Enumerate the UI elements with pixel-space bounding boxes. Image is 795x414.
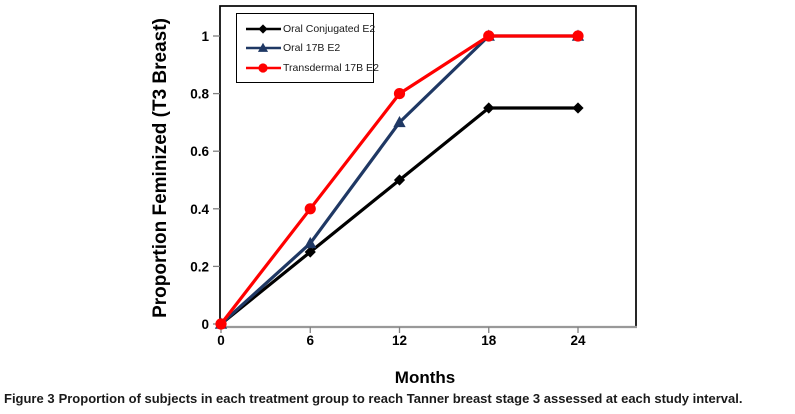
marker-triangle: [393, 115, 406, 128]
legend-item: Transdermal 17B E2: [245, 61, 379, 75]
x-axis-title: Months: [394, 368, 456, 387]
legend: Oral Conjugated E2 Oral 17B E2 Transderm…: [236, 13, 379, 83]
y-axis-title: Proportion Feminized (T3 Breast): [150, 18, 171, 318]
legend-circle-line-icon: [246, 62, 281, 73]
marker-circle: [393, 88, 406, 100]
legend-label: Transdermal 17B E2: [283, 61, 379, 74]
figure-caption-text: Proportion of subjects in each treatment…: [58, 391, 743, 406]
marker-circle: [304, 203, 316, 215]
y-tick-label: 0.4: [190, 202, 209, 217]
x-tick-label: 0: [217, 333, 225, 348]
marker-triangle: [257, 42, 269, 52]
series-line-diamond: [219, 106, 580, 326]
legend-label: Oral Conjugated E2: [283, 22, 376, 35]
legend-label: Oral 17B E2: [283, 42, 341, 54]
marker-circle: [215, 318, 227, 330]
marker-circle: [572, 30, 584, 42]
marker-diamond: [393, 174, 406, 186]
x-tick-label: 24: [570, 333, 586, 348]
marker-diamond: [483, 102, 495, 114]
marker-diamond: [258, 23, 268, 34]
y-tick-label: 0.6: [190, 144, 209, 159]
marker-triangle: [304, 236, 317, 249]
legend-item: Oral Conjugated E2: [245, 22, 375, 36]
figure-caption: Figure 3 Proportion of subjects in each t…: [4, 391, 792, 406]
marker-circle: [258, 62, 268, 73]
legend-diamond-line-icon: [246, 23, 281, 34]
figure-caption-label: Figure 3: [4, 391, 55, 406]
marker-diamond: [572, 102, 584, 114]
y-tick-label: 0.2: [190, 259, 209, 274]
legend-item: Oral 17B E2: [245, 41, 371, 55]
x-tick-label: 18: [481, 333, 497, 348]
y-tick-label: 1: [201, 29, 209, 44]
y-tick-label: 0: [201, 317, 209, 332]
legend-triangle-line-icon: [246, 42, 281, 52]
x-tick-label: 12: [392, 333, 407, 348]
marker-diamond: [304, 246, 316, 258]
marker-circle: [483, 30, 495, 42]
y-tick-label: 0.8: [190, 87, 209, 102]
x-tick-label: 6: [306, 333, 314, 348]
